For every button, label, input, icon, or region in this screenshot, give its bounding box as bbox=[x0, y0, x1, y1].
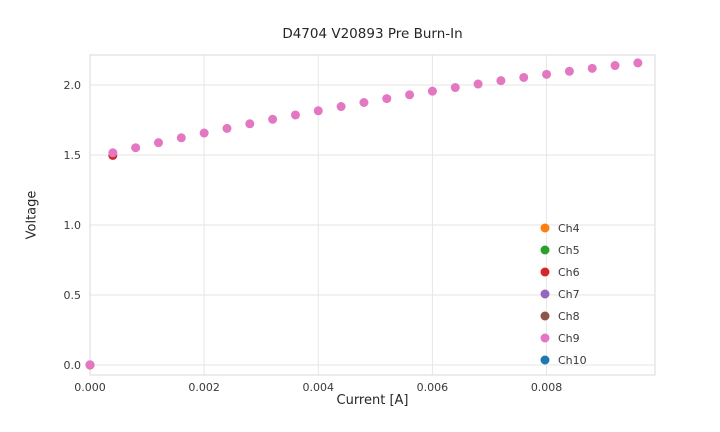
legend-marker-ch10 bbox=[540, 355, 550, 365]
legend-marker-ch4 bbox=[540, 223, 550, 233]
data-point-ch9 bbox=[176, 133, 186, 143]
data-point-ch9 bbox=[245, 119, 255, 129]
data-point-ch9 bbox=[336, 102, 346, 112]
y-tick-label: 0.5 bbox=[64, 289, 82, 302]
x-tick-label: 0.000 bbox=[74, 381, 106, 394]
legend-marker-ch7 bbox=[540, 289, 550, 299]
x-tick-label: 0.004 bbox=[303, 381, 335, 394]
data-point-ch9 bbox=[268, 114, 278, 124]
legend-label: Ch10 bbox=[558, 354, 587, 367]
legend-marker-ch6 bbox=[540, 267, 550, 277]
data-point-ch9 bbox=[85, 360, 95, 370]
legend-entry-ch9: Ch9 bbox=[540, 332, 580, 345]
legend-label: Ch8 bbox=[558, 310, 580, 323]
data-point-ch9 bbox=[633, 58, 643, 68]
data-point-ch9 bbox=[519, 72, 529, 82]
data-point-ch9 bbox=[290, 110, 300, 120]
legend-label: Ch7 bbox=[558, 288, 580, 301]
data-point-ch9 bbox=[542, 69, 552, 79]
legend-marker-ch8 bbox=[540, 311, 550, 321]
plot-border bbox=[89, 54, 656, 376]
legend-entry-ch8: Ch8 bbox=[540, 310, 580, 323]
y-tick-label: 1.0 bbox=[64, 219, 82, 232]
data-point-ch9 bbox=[382, 94, 392, 104]
y-axis-label: Voltage bbox=[24, 190, 40, 240]
y-tick-label: 1.5 bbox=[64, 149, 82, 162]
data-point-ch9 bbox=[427, 86, 437, 96]
x-tick-label: 0.002 bbox=[188, 381, 220, 394]
legend-entry-ch4: Ch4 bbox=[540, 222, 580, 235]
data-point-ch9 bbox=[450, 83, 460, 93]
data-point-ch9 bbox=[587, 63, 597, 73]
data-point-ch9 bbox=[108, 148, 118, 158]
legend-entry-ch7: Ch7 bbox=[540, 288, 580, 301]
legend-marker-ch9 bbox=[540, 333, 550, 343]
data-point-ch9 bbox=[359, 98, 369, 108]
chart-title: D4704 V20893 Pre Burn-In bbox=[282, 26, 463, 42]
data-point-ch9 bbox=[496, 76, 506, 86]
data-point-ch9 bbox=[222, 123, 232, 133]
legend-label: Ch6 bbox=[558, 266, 580, 279]
data-point-ch9 bbox=[313, 106, 323, 116]
data-point-ch9 bbox=[153, 138, 163, 148]
x-axis-label: Current [A] bbox=[336, 393, 409, 408]
y-tick-label: 2.0 bbox=[64, 79, 82, 92]
legend-label: Ch5 bbox=[558, 244, 580, 257]
legend-entry-ch5: Ch5 bbox=[540, 244, 580, 257]
legend-entry-ch10: Ch10 bbox=[540, 354, 587, 367]
data-point-ch9 bbox=[131, 143, 141, 153]
x-tick-label: 0.006 bbox=[417, 381, 449, 394]
legend-entry-ch6: Ch6 bbox=[540, 266, 580, 279]
data-point-ch9 bbox=[199, 128, 209, 138]
data-point-ch9 bbox=[564, 66, 574, 76]
x-tick-label: 0.008 bbox=[531, 381, 563, 394]
data-point-ch9 bbox=[610, 61, 620, 71]
legend-marker-ch5 bbox=[540, 245, 550, 255]
data-point-ch9 bbox=[405, 90, 415, 100]
legend-label: Ch9 bbox=[558, 332, 580, 345]
data-point-ch9 bbox=[473, 79, 483, 89]
y-tick-label: 0.0 bbox=[64, 359, 82, 372]
legend-label: Ch4 bbox=[558, 222, 580, 235]
